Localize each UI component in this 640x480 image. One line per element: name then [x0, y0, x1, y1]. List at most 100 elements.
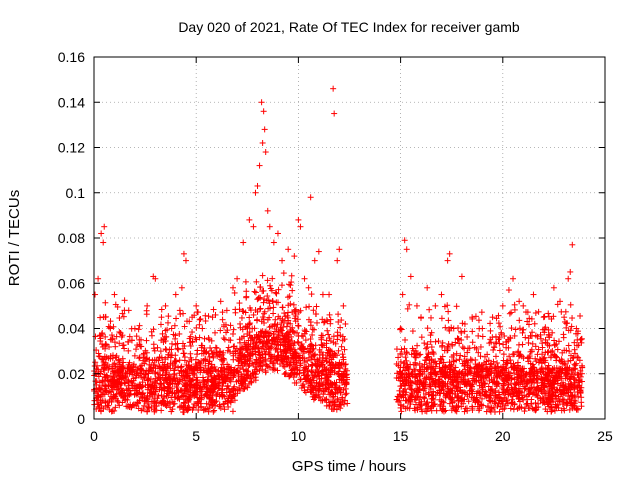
background-point — [338, 343, 345, 350]
background-point — [549, 347, 556, 354]
data-point — [334, 257, 341, 264]
background-point — [453, 303, 460, 310]
data-point — [340, 302, 347, 309]
data-point — [577, 336, 584, 343]
background-point — [404, 305, 411, 312]
background-point — [402, 336, 409, 343]
background-point — [283, 323, 290, 330]
background-point — [156, 363, 163, 370]
background-point — [95, 353, 102, 360]
background-point — [284, 314, 291, 321]
data-point — [252, 189, 259, 196]
y-tick-label: 0.16 — [58, 49, 85, 65]
background-point — [164, 319, 171, 326]
background-point — [230, 330, 237, 337]
background-point — [421, 340, 428, 347]
background-point — [423, 345, 430, 352]
background-point — [150, 341, 157, 348]
background-point — [237, 320, 244, 327]
data-point — [331, 110, 338, 117]
background-point — [120, 359, 127, 366]
data-point — [295, 216, 302, 223]
background-point — [225, 344, 232, 351]
background-point — [291, 308, 298, 315]
background-point — [251, 288, 258, 295]
background-point — [225, 403, 232, 410]
background-point — [493, 315, 500, 322]
background-point — [548, 352, 555, 359]
background-point — [445, 317, 452, 324]
data-point — [274, 230, 281, 237]
data-point — [499, 302, 506, 309]
background-point — [444, 345, 451, 352]
background-point — [335, 397, 342, 404]
background-point — [343, 390, 350, 397]
background-point — [521, 408, 528, 415]
background-point — [480, 359, 487, 366]
background-point — [231, 289, 238, 296]
background-point — [465, 398, 472, 405]
background-point — [559, 349, 566, 356]
data-point — [399, 291, 406, 298]
data-point — [254, 182, 261, 189]
background-point — [307, 336, 314, 343]
background-point — [494, 359, 501, 366]
background-point — [219, 309, 226, 316]
background-point — [252, 289, 259, 296]
background-point — [337, 324, 344, 331]
background-point — [426, 382, 433, 389]
background-point — [306, 303, 313, 310]
data-point — [403, 246, 410, 253]
background-point — [116, 340, 123, 347]
background-point — [560, 334, 567, 341]
background-point — [417, 393, 424, 400]
data-point — [567, 268, 574, 275]
background-point — [194, 347, 201, 354]
data-point — [530, 291, 537, 298]
data-point — [111, 291, 118, 298]
data-point — [446, 250, 453, 257]
background-point — [135, 326, 142, 333]
data-point — [569, 241, 576, 248]
y-tick-label: 0.14 — [58, 94, 85, 110]
background-point — [490, 346, 497, 353]
background-point — [289, 287, 296, 294]
data-point — [540, 314, 547, 321]
data-point — [307, 194, 314, 201]
background-point — [342, 385, 349, 392]
data-point — [305, 284, 312, 291]
background-point — [197, 315, 204, 322]
background-point — [475, 349, 482, 356]
background-point — [302, 389, 309, 396]
background-point — [176, 357, 183, 364]
background-point — [130, 401, 137, 408]
background-point — [478, 309, 485, 316]
background-point — [197, 383, 204, 390]
data-point — [259, 139, 266, 146]
background-point — [435, 338, 442, 345]
data-point — [516, 298, 523, 305]
background-point — [479, 333, 486, 340]
background-point — [531, 320, 538, 327]
background-point — [180, 310, 187, 317]
y-tick-label: 0.12 — [58, 140, 85, 156]
background-point — [534, 333, 541, 340]
background-point — [469, 328, 476, 335]
background-point — [457, 352, 464, 359]
background-point — [438, 315, 445, 322]
background-point — [475, 317, 482, 324]
background-point — [562, 308, 569, 315]
data-point — [326, 291, 333, 298]
background-point — [230, 326, 237, 333]
data-point — [193, 302, 200, 309]
background-point — [210, 306, 217, 313]
background-point — [417, 351, 424, 358]
background-point — [535, 308, 542, 315]
background-point — [219, 316, 226, 323]
background-point — [311, 326, 318, 333]
background-point — [551, 407, 558, 414]
background-point — [565, 358, 572, 365]
background-point — [195, 309, 202, 316]
background-point — [125, 347, 132, 354]
background-point — [496, 340, 503, 347]
